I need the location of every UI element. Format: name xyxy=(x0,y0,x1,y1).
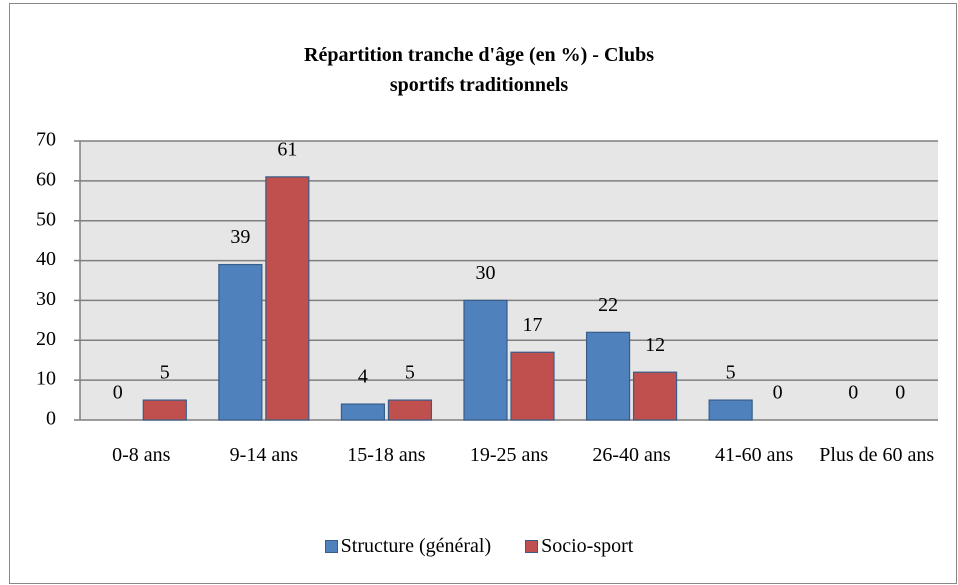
data-label: 30 xyxy=(476,262,496,284)
legend-swatch xyxy=(525,540,539,553)
y-tick-label: 70 xyxy=(36,129,56,151)
data-label: 61 xyxy=(277,138,297,160)
chart-border xyxy=(9,3,957,584)
bar xyxy=(340,403,386,421)
legend-item: Structure (général) xyxy=(324,535,492,558)
data-label: 5 xyxy=(405,362,415,384)
bar xyxy=(510,351,555,421)
legend-label: Structure (général) xyxy=(340,535,492,557)
y-tick-label: 20 xyxy=(36,328,56,350)
x-tick-label: 9-14 ans xyxy=(229,444,298,466)
bar xyxy=(218,263,263,421)
data-label: 17 xyxy=(523,314,543,336)
data-label: 5 xyxy=(160,362,170,384)
x-tick-label: Plus de 60 ans xyxy=(819,444,935,466)
bar xyxy=(708,399,753,421)
legend-label: Socio-sport xyxy=(541,535,634,557)
data-label: 39 xyxy=(230,226,250,248)
data-label: 0 xyxy=(773,382,783,404)
bar xyxy=(585,331,631,421)
data-label: 0 xyxy=(895,382,905,404)
x-tick-label: 15-18 ans xyxy=(347,444,426,466)
plot-area xyxy=(80,141,938,420)
y-tick-label: 60 xyxy=(36,168,56,190)
data-label: 0 xyxy=(113,382,123,404)
bar xyxy=(463,299,508,421)
bar xyxy=(632,371,678,421)
legend-item: Socio-sport xyxy=(525,535,633,558)
bar xyxy=(387,399,433,421)
x-tick-label: 41-60 ans xyxy=(714,444,794,466)
y-tick-label: 50 xyxy=(36,208,56,230)
legend: Structure (général) Socio-sport xyxy=(0,535,958,558)
data-label: 0 xyxy=(848,382,858,404)
y-tick-label: 10 xyxy=(36,368,56,390)
x-tick-label: 19-25 ans xyxy=(469,444,549,466)
bar xyxy=(142,399,187,421)
data-label: 12 xyxy=(645,334,665,356)
x-tick-label: 0-8 ans xyxy=(112,444,171,466)
data-label: 4 xyxy=(358,366,368,388)
data-label: 22 xyxy=(598,294,618,316)
y-tick-label: 0 xyxy=(46,408,56,430)
y-tick-label: 30 xyxy=(36,288,56,310)
legend-swatch xyxy=(324,540,338,553)
data-label: 5 xyxy=(726,362,736,384)
y-tick-label: 40 xyxy=(36,248,56,270)
chart-title: Répartition tranche d'âge (en %) - Clubs… xyxy=(304,44,654,96)
bar xyxy=(265,176,310,421)
x-tick-label: 26-40 ans xyxy=(592,444,671,466)
